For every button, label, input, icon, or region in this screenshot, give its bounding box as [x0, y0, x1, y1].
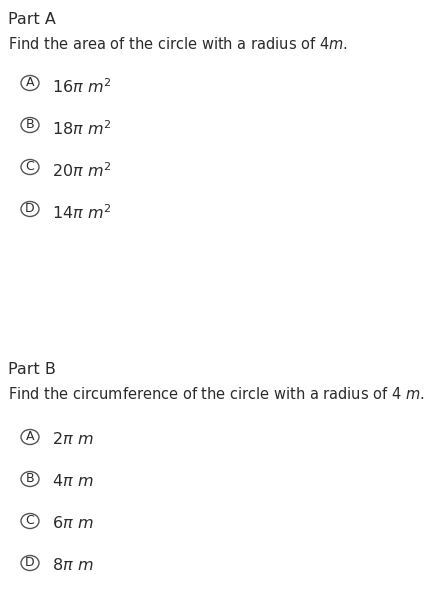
- Text: $14\pi\ m^2$: $14\pi\ m^2$: [52, 203, 112, 222]
- Text: Part A: Part A: [8, 12, 56, 27]
- Text: B: B: [26, 118, 34, 131]
- Text: $18\pi\ m^2$: $18\pi\ m^2$: [52, 119, 112, 138]
- Text: Find the circumference of the circle with a radius of 4 $m$.: Find the circumference of the circle wit…: [8, 386, 424, 402]
- Text: $16\pi\ m^2$: $16\pi\ m^2$: [52, 77, 112, 95]
- Text: Find the area of the circle with a radius of 4$m$.: Find the area of the circle with a radiu…: [8, 36, 348, 52]
- Text: $2\pi\ m$: $2\pi\ m$: [52, 431, 93, 447]
- Text: D: D: [25, 203, 35, 216]
- Text: D: D: [25, 556, 35, 570]
- Text: C: C: [26, 514, 34, 527]
- Text: B: B: [26, 472, 34, 485]
- Text: $4\pi\ m$: $4\pi\ m$: [52, 473, 93, 489]
- Text: Part B: Part B: [8, 362, 56, 377]
- Text: A: A: [26, 431, 34, 444]
- Text: C: C: [26, 161, 34, 174]
- Text: $8\pi\ m$: $8\pi\ m$: [52, 557, 93, 573]
- Text: A: A: [26, 76, 34, 89]
- Text: $20\pi\ m^2$: $20\pi\ m^2$: [52, 161, 112, 180]
- Text: $6\pi\ m$: $6\pi\ m$: [52, 515, 93, 531]
